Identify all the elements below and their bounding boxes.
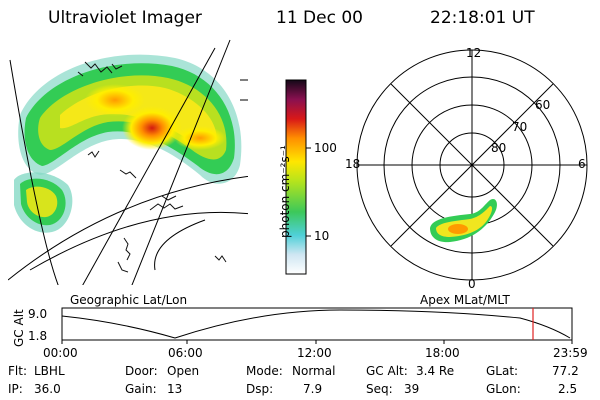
seq-value: 39: [404, 382, 420, 396]
glat-label: GLat:: [486, 364, 519, 378]
mode-label: Mode:: [246, 364, 283, 378]
x-tick-0000: 00:00: [43, 346, 78, 360]
mlt-label-18: 18: [345, 157, 361, 171]
altitude-curve: [61, 309, 571, 339]
dsp-value: 7.9: [303, 382, 323, 396]
x-tick-2359: 23:59: [553, 346, 588, 360]
glat-value: 77.2: [552, 364, 579, 378]
colorbar-tick-10: 10: [314, 229, 330, 243]
seq-label: Seq:: [366, 382, 393, 396]
lat-label-70: 70: [512, 120, 528, 134]
gain-label: Gain:: [125, 382, 157, 396]
filter-label: Flt:: [8, 364, 27, 378]
door-value: Open: [167, 364, 200, 378]
x-tick-1200: 12:00: [297, 346, 332, 360]
gain-value: 13: [167, 382, 183, 396]
dsp-label: Dsp:: [246, 382, 274, 396]
filter-value: LBHL: [34, 364, 65, 378]
x-tick-0600: 06:00: [168, 346, 203, 360]
aurora-image: [8, 39, 248, 285]
apex-caption: Apex MLat/MLT: [420, 293, 510, 307]
gcalt-label: GC Alt:: [366, 364, 408, 378]
mlt-label-12: 12: [466, 46, 482, 60]
date-label: 11 Dec 00: [276, 8, 363, 28]
time-label: 22:18:01 UT: [430, 8, 535, 28]
mlt-label-6: 6: [578, 157, 586, 171]
geographic-caption: Geographic Lat/Lon: [70, 293, 188, 307]
glon-label: GLon:: [486, 382, 521, 396]
gc-alt-axis-label: GC Alt: [12, 309, 26, 347]
ip-value: 36.0: [34, 382, 61, 396]
lat-label-80: 80: [491, 141, 507, 155]
lat-label-60: 60: [535, 98, 551, 112]
y-label-min: 1.8: [28, 329, 48, 343]
ip-label: IP:: [8, 382, 23, 396]
x-tick-1800: 18:00: [425, 346, 460, 360]
door-label: Door:: [125, 364, 158, 378]
colorbar-tick-100: 100: [314, 141, 337, 155]
y-label-max: 9.0: [28, 307, 48, 321]
gcalt-value: 3.4 Re: [416, 364, 455, 378]
instrument-title: Ultraviolet Imager: [48, 8, 202, 28]
glon-value: 2.5: [558, 382, 578, 396]
mlt-label-0: 0: [468, 277, 476, 291]
mode-value: Normal: [292, 364, 336, 378]
